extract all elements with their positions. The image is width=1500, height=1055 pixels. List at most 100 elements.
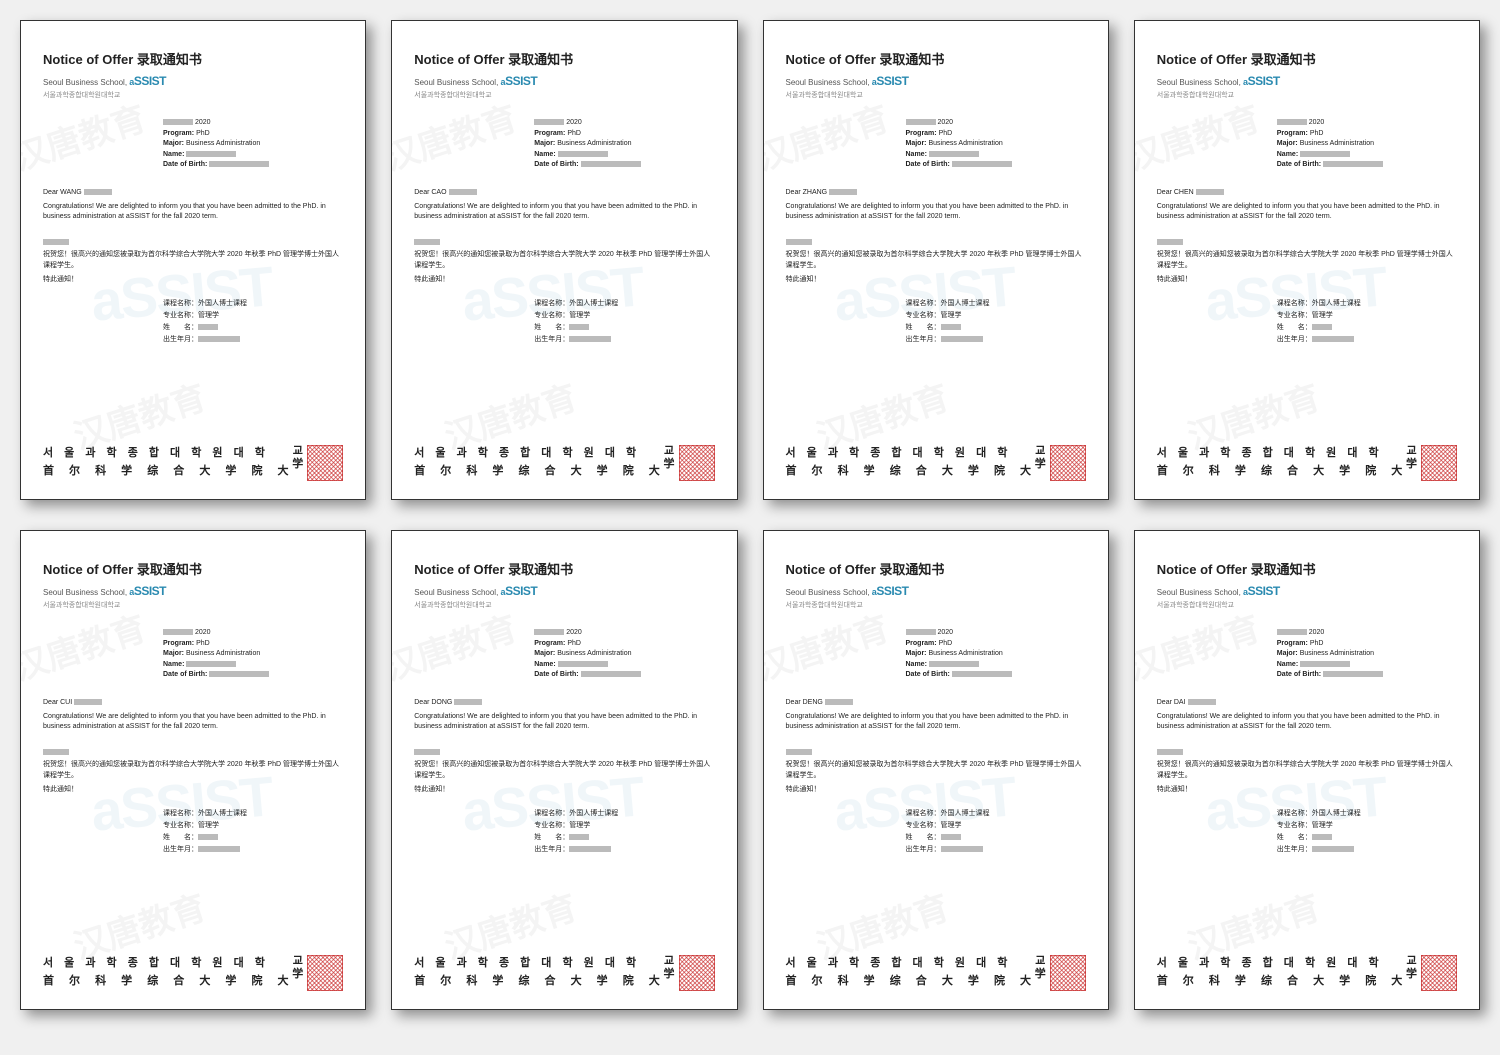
major-value: Business Administration xyxy=(186,650,260,657)
program-value: PhD xyxy=(1310,130,1324,137)
dob-label: Date of Birth: xyxy=(534,161,578,168)
chinese-info-block: 课程名称：外国人博士课程 专业名称：管理学 姓 名： 出生年月： xyxy=(534,298,714,346)
red-seal-icon xyxy=(1421,445,1457,481)
redacted-block xyxy=(786,239,812,245)
name-label: Name: xyxy=(906,151,927,158)
program-label: Program: xyxy=(534,130,565,137)
doc-title: Notice of Offer 录取通知书 xyxy=(1157,559,1457,578)
program-value: PhD xyxy=(1310,640,1324,647)
footer: 서 울 과 학 종 합 대 학 원 대 학 首 尔 科 学 综 合 大 学 院 … xyxy=(43,955,343,991)
doc-title: Notice of Offer 录取通知书 xyxy=(414,49,714,68)
cn-name-label: 姓 名： xyxy=(1277,834,1312,841)
chinese-info-block: 课程名称：外国人博士课程 专业名称：管理学 姓 名： 出生年月： xyxy=(906,808,1086,856)
surname: DENG xyxy=(803,699,823,706)
cn-dob-label: 出生年月： xyxy=(534,336,569,343)
salutation: Dear DENG xyxy=(786,699,1086,706)
year: 2020 xyxy=(566,629,582,636)
chinese-info-block: 课程名称：外国人博士课程 专业名称：管理学 姓 名： 出生年月： xyxy=(534,808,714,856)
body-chinese: 祝贺您！很高兴的通知您被录取为首尔科学综合大学院大学 2020 年秋季 PhD … xyxy=(786,249,1086,271)
name-label: Name: xyxy=(1277,151,1298,158)
cn-course-label: 课程名称： xyxy=(906,300,941,307)
red-seal-icon xyxy=(307,955,343,991)
redacted-cn-dob xyxy=(941,846,983,852)
name-label: Name: xyxy=(163,151,184,158)
major-label: Major: xyxy=(163,650,184,657)
dob-label: Date of Birth: xyxy=(906,671,950,678)
cn-course-value: 外国人博士课程 xyxy=(941,300,990,307)
redacted-block xyxy=(786,749,812,755)
redacted-firstname xyxy=(1196,189,1224,195)
redacted-name xyxy=(929,661,979,667)
cn-dob-label: 出生年月： xyxy=(1277,336,1312,343)
cn-name-label: 姓 名： xyxy=(163,324,198,331)
school-korean: 서울과학종합대학원대학교 xyxy=(1157,600,1457,610)
applicant-info: 2020 Program: PhD Major: Business Admini… xyxy=(163,628,343,681)
salutation: Dear CAO xyxy=(414,189,714,196)
offer-document: 汉唐教育 aSSIST 汉唐教育 Notice of Offer 录取通知书 S… xyxy=(763,20,1109,500)
doc-title: Notice of Offer 录取通知书 xyxy=(1157,49,1457,68)
body-chinese: 祝贺您！很高兴的通知您被录取为首尔科学综合大学院大学 2020 年秋季 PhD … xyxy=(1157,249,1457,271)
footer-chinese: 首 尔 科 学 综 合 大 学 院 大 xyxy=(43,973,295,991)
redacted-dob xyxy=(209,161,269,167)
cn-course-label: 课程名称： xyxy=(163,300,198,307)
redacted-block xyxy=(1157,749,1183,755)
program-label: Program: xyxy=(534,640,565,647)
footer-korean: 서 울 과 학 종 합 대 학 원 대 학 xyxy=(43,445,295,463)
document-grid: 汉唐教育 aSSIST 汉唐教育 Notice of Offer 录取通知书 S… xyxy=(20,20,1480,1010)
seal-block: 교学 xyxy=(307,955,343,991)
program-value: PhD xyxy=(196,640,210,647)
applicant-info: 2020 Program: PhD Major: Business Admini… xyxy=(906,118,1086,171)
cn-major-label: 专业名称： xyxy=(534,822,569,829)
program-value: PhD xyxy=(567,130,581,137)
footer-chinese: 首 尔 科 学 综 合 大 学 院 大 xyxy=(786,973,1038,991)
cn-course-value: 外国人博士课程 xyxy=(569,810,618,817)
notice-chinese: 特此通知！ xyxy=(43,274,343,284)
cn-course-value: 外国人博士课程 xyxy=(198,300,247,307)
name-label: Name: xyxy=(906,661,927,668)
redacted-cn-name xyxy=(941,834,961,840)
notice-chinese: 特此通知！ xyxy=(786,274,1086,284)
redacted-firstname xyxy=(829,189,857,195)
cn-dob-label: 出生年月： xyxy=(163,336,198,343)
school-line: Seoul Business School, aSSIST xyxy=(786,74,1086,88)
body-english: Congratulations! We are delighted to inf… xyxy=(414,712,714,733)
footer-korean: 서 울 과 학 종 합 대 학 원 대 학 xyxy=(414,445,666,463)
body-english: Congratulations! We are delighted to inf… xyxy=(786,712,1086,733)
school-en: Seoul Business School, xyxy=(1157,588,1241,597)
seal-block: 교学 xyxy=(679,445,715,481)
redacted-name xyxy=(929,151,979,157)
footer-end: 교学 xyxy=(292,955,303,981)
doc-title: Notice of Offer 录取通知书 xyxy=(786,49,1086,68)
notice-chinese: 特此通知！ xyxy=(1157,274,1457,284)
redacted-cn-name xyxy=(569,324,589,330)
school-line: Seoul Business School, aSSIST xyxy=(414,584,714,598)
footer-chinese: 首 尔 科 学 综 合 大 学 院 大 xyxy=(1157,463,1409,481)
school-line: Seoul Business School, aSSIST xyxy=(43,74,343,88)
footer-text: 서 울 과 학 종 합 대 학 원 대 학 首 尔 科 学 综 合 大 学 院 … xyxy=(1157,955,1409,990)
body-english: Congratulations! We are delighted to inf… xyxy=(414,202,714,223)
cn-dob-label: 出生年月： xyxy=(534,846,569,853)
body-chinese: 祝贺您！很高兴的通知您被录取为首尔科学综合大学院大学 2020 年秋季 PhD … xyxy=(43,249,343,271)
year: 2020 xyxy=(1309,629,1325,636)
cn-course-value: 外国人博士课程 xyxy=(941,810,990,817)
program-label: Program: xyxy=(163,130,194,137)
footer: 서 울 과 학 종 합 대 학 원 대 학 首 尔 科 学 综 合 大 学 院 … xyxy=(1157,955,1457,991)
body-chinese: 祝贺您！很高兴的通知您被录取为首尔科学综合大学院大学 2020 年秋季 PhD … xyxy=(786,759,1086,781)
footer-korean: 서 울 과 학 종 합 대 학 원 대 학 xyxy=(1157,445,1409,463)
school-line: Seoul Business School, aSSIST xyxy=(1157,584,1457,598)
redacted-firstname xyxy=(74,699,102,705)
assist-logo-text: aSSIST xyxy=(1243,74,1280,88)
name-label: Name: xyxy=(534,661,555,668)
redacted-dob xyxy=(952,161,1012,167)
major-value: Business Administration xyxy=(186,140,260,147)
cn-dob-label: 出生年月： xyxy=(1277,846,1312,853)
school-en: Seoul Business School, xyxy=(1157,78,1241,87)
school-en: Seoul Business School, xyxy=(786,78,870,87)
year: 2020 xyxy=(1309,119,1325,126)
school-line: Seoul Business School, aSSIST xyxy=(1157,74,1457,88)
program-label: Program: xyxy=(906,640,937,647)
school-korean: 서울과학종합대학원대학교 xyxy=(43,90,343,100)
year: 2020 xyxy=(937,119,953,126)
footer-text: 서 울 과 학 종 합 대 학 원 대 학 首 尔 科 学 综 合 大 学 院 … xyxy=(43,955,295,990)
footer-text: 서 울 과 학 종 합 대 학 원 대 학 首 尔 科 学 综 合 大 学 院 … xyxy=(1157,445,1409,480)
